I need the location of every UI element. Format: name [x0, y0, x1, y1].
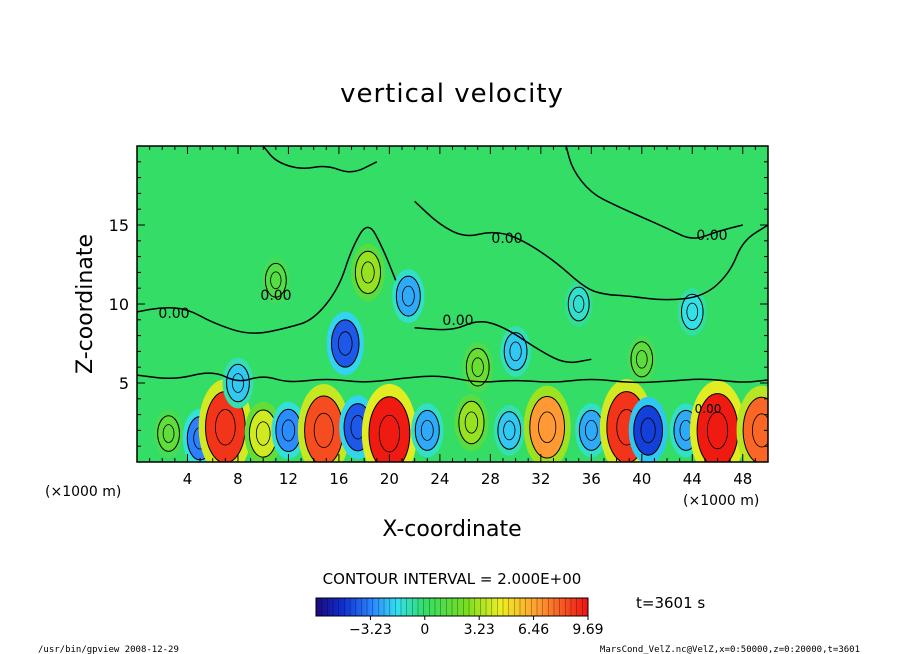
- contour-label: 0.00: [260, 288, 291, 304]
- y-tick-label: 5: [119, 374, 129, 393]
- x-axis: 4 8 12 16 20 24 28 32 36 40 44 48: [149, 146, 756, 488]
- y-tick-label: 10: [109, 295, 129, 314]
- field-cell: [458, 400, 485, 445]
- field-cell: [497, 411, 522, 450]
- field-cell: [414, 409, 440, 451]
- velocity-field: [153, 243, 768, 462]
- contour-line: [137, 226, 397, 334]
- inner-contour: [270, 271, 282, 290]
- x-tick-label: 16: [329, 470, 348, 488]
- inner-contour: [640, 417, 656, 444]
- time-label: t=3601 s: [636, 594, 705, 612]
- inner-contour: [231, 373, 245, 393]
- zero-contours: [137, 146, 768, 384]
- x-tick-label: 20: [380, 470, 399, 488]
- y-axis-label: Z-coordinate: [73, 234, 98, 374]
- inner-contour: [361, 261, 375, 284]
- inner-contour: [706, 411, 729, 450]
- x-tick-label: 48: [733, 470, 752, 488]
- field-cell: [503, 332, 528, 371]
- contour-label-group: 0.00 0.00 0.00 0.00 0.00 0.00: [158, 228, 727, 416]
- contour-label: 0.00: [696, 228, 727, 244]
- inner-contour: [378, 414, 400, 453]
- inner-contour: [215, 409, 236, 446]
- field-cell: [680, 293, 704, 330]
- field-cell: [465, 347, 490, 387]
- inner-contour: [686, 302, 699, 322]
- inner-contour: [503, 420, 516, 441]
- field-cell: [330, 319, 360, 368]
- contour-label: 0.00: [442, 313, 473, 329]
- field-cell: [395, 275, 421, 317]
- x-tick-label: 4: [183, 470, 193, 488]
- contour-label: 0.00: [491, 231, 522, 247]
- inner-contour: [635, 350, 648, 369]
- inner-contour: [509, 341, 522, 362]
- field-cell: [368, 396, 411, 462]
- x-axis-unit-left: (×1000 m): [45, 484, 121, 500]
- plot-area: [137, 146, 768, 462]
- colorbar-ticks: −3.23 0 3.23 6.46 9.69: [349, 616, 604, 638]
- inner-contour: [162, 424, 175, 443]
- inner-contour: [751, 413, 768, 448]
- colorbar: −3.23 0 3.23 6.46 9.69: [315, 597, 604, 638]
- contour-line: [414, 321, 592, 364]
- contour-line: [414, 200, 768, 301]
- colorbar-tick-label: −3.23: [349, 622, 392, 638]
- contour-line: [137, 372, 768, 384]
- inner-contour: [313, 412, 334, 448]
- inner-contour: [464, 411, 479, 434]
- field-cell: [529, 395, 566, 459]
- inner-contour: [538, 411, 557, 444]
- colorbar-tick-label: 9.69: [572, 622, 603, 638]
- field-cell: [226, 363, 250, 403]
- footer-left: /usr/bin/gpview 2008-12-29: [38, 645, 179, 654]
- inner-contour: [255, 421, 271, 446]
- colorbar-tick-label: 3.23: [464, 622, 495, 638]
- contour-line: [565, 146, 743, 239]
- inner-contour: [584, 419, 598, 441]
- x-tick-label: 40: [632, 470, 651, 488]
- field-cell: [304, 395, 344, 462]
- x-tick-label: 8: [233, 470, 243, 488]
- colorbar-tick-label: 0: [420, 622, 429, 638]
- x-axis-label: X-coordinate: [382, 517, 521, 542]
- inner-contour: [471, 357, 484, 378]
- x-tick-label: 12: [279, 470, 298, 488]
- x-tick-label: 36: [582, 470, 601, 488]
- x-tick-label: 28: [481, 470, 500, 488]
- field-cell: [633, 405, 664, 456]
- field-cell: [578, 409, 604, 451]
- x-tick-label: 44: [683, 470, 702, 488]
- field-cell: [264, 262, 287, 298]
- footer-right: MarsCond_VelZ.nc@VelZ,x=0:50000,z=0:2000…: [600, 645, 860, 654]
- x-axis-unit-right: (×1000 m): [683, 493, 759, 509]
- inner-contour: [401, 285, 415, 307]
- y-tick-label: 15: [109, 216, 129, 235]
- field-cell: [354, 250, 382, 295]
- contour-interval-text: CONTOUR INTERVAL = 2.000E+00: [323, 570, 582, 588]
- colorbar-tick-label: 6.46: [518, 622, 549, 638]
- field-cell: [742, 396, 768, 462]
- contour-label: 0.00: [158, 306, 189, 322]
- field-cell: [567, 286, 590, 322]
- chart-title: vertical velocity: [340, 79, 564, 109]
- field-cell: [157, 415, 180, 452]
- x-tick-label: 24: [430, 470, 449, 488]
- contour-label: 0.00: [695, 402, 722, 416]
- colorbar-divisions: [321, 598, 583, 616]
- inner-contour: [573, 295, 585, 313]
- x-tick-label: 32: [531, 470, 550, 488]
- field-cell: [630, 341, 654, 378]
- inner-contour: [337, 331, 353, 356]
- contour-line: [262, 146, 378, 173]
- y-axis: 5 10 15: [109, 161, 768, 447]
- inner-contour: [281, 419, 296, 442]
- field-cell: [275, 408, 302, 453]
- inner-contour: [420, 419, 434, 441]
